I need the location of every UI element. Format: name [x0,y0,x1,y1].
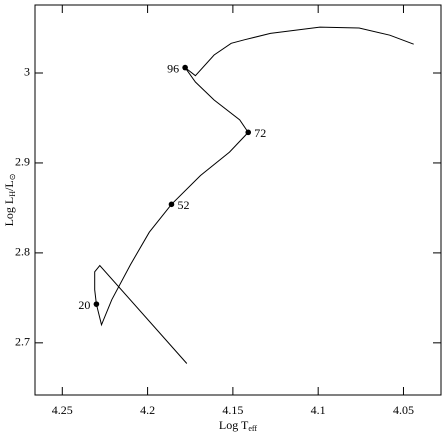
track-line [94,26,414,364]
point-label: 72 [254,126,266,140]
x-tick-label: 4.2 [140,403,155,417]
y-tick-label: 3 [24,65,30,79]
point-label: 52 [177,198,189,212]
point-label: 20 [78,298,90,312]
ylabel-part: ⊙ [8,174,17,181]
x-tick-label: 4.25 [52,403,73,417]
x-tick-label: 4.1 [311,403,326,417]
xlabel-part: Log T [219,418,249,432]
y-tick-label: 2.7 [15,335,30,349]
model-point [182,64,188,71]
y-tick-label: 2.9 [15,155,30,169]
y-tick-label: 2.8 [15,245,30,259]
x-tick-label: 4.15 [222,403,243,417]
y-axis-label: Log LH/L⊙ [2,174,17,227]
plot-frame [34,4,442,396]
ylabel-part: Log L [2,197,16,227]
model-point [168,201,175,208]
ylabel-part: H [8,191,17,197]
x-axis-label: Log Teff [219,418,258,433]
model-point [93,301,100,307]
xlabel-part: eff [248,424,257,433]
model-point [245,129,252,136]
point-label: 96 [167,61,179,75]
x-tick-label: 4.05 [393,403,414,417]
ylabel-part: /L [2,180,16,191]
